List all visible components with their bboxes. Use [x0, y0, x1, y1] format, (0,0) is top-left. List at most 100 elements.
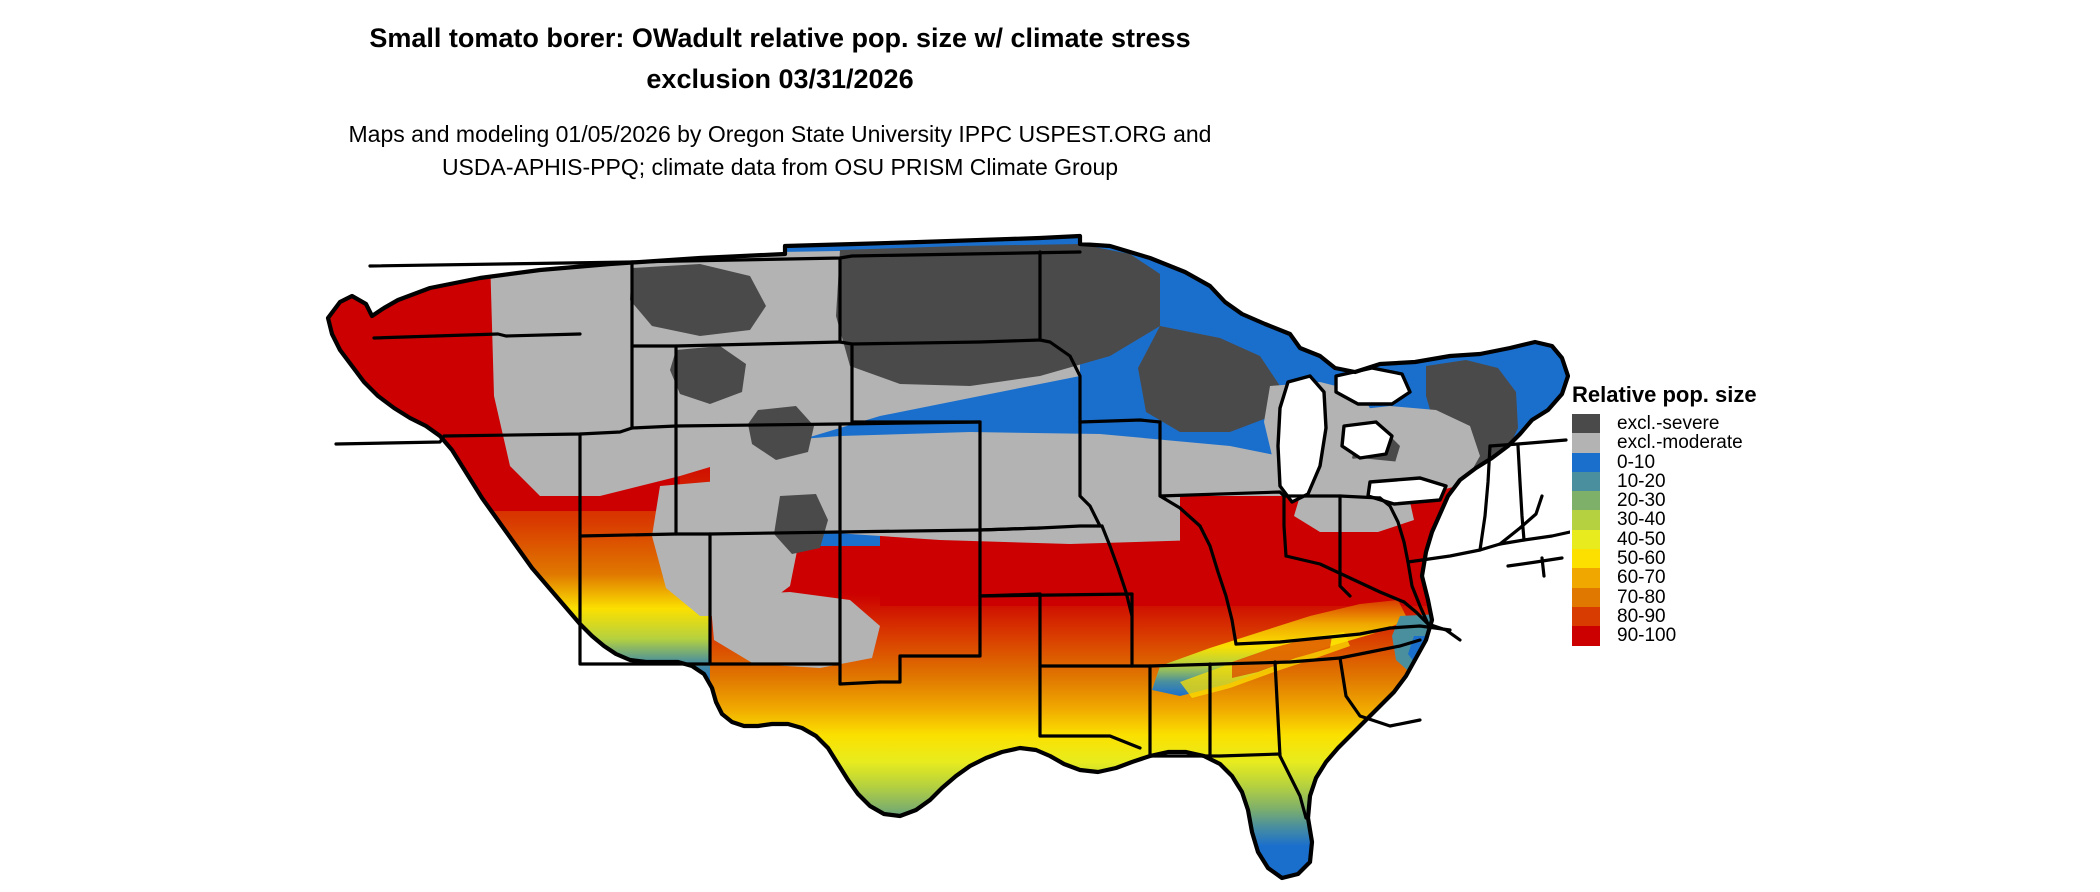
legend-swatch: [1572, 510, 1600, 530]
legend-swatch: [1572, 414, 1600, 434]
legend-label: 50-60: [1617, 548, 1666, 570]
raster-excl-severe-ut-mtn: [774, 494, 828, 554]
border-ct-ri: [1540, 556, 1546, 578]
lake-erie-ontario: [1368, 478, 1446, 504]
raster-appalachian-hot: [1232, 636, 1332, 678]
border-ky-oh: [1284, 554, 1406, 604]
legend-swatch: [1572, 568, 1600, 588]
legend-label: 10-20: [1617, 470, 1666, 492]
raster-excl-moderate-co: [710, 592, 880, 668]
raster-excl-moderate-ut: [652, 480, 800, 616]
legend-item: 90-100: [1572, 625, 1892, 647]
border-ga-fl: [1278, 754, 1308, 820]
border-wa-ca-top: [368, 260, 634, 268]
raster-southwest-red-core: [538, 706, 652, 764]
lake-erie-ontario-outline: [1366, 476, 1448, 506]
border-ok-tx: [878, 594, 982, 684]
page-subtitle: Maps and modeling 01/05/2026 by Oregon S…: [0, 118, 1560, 184]
legend-swatch: [1572, 606, 1600, 627]
border-ma-ct-ri: [1506, 556, 1564, 568]
legend-item: 40-50: [1572, 529, 1892, 550]
border-wa-or: [372, 332, 582, 340]
legend-label: excl.-moderate: [1617, 432, 1743, 454]
border-ny-ma: [1498, 538, 1526, 546]
conus-outline: [325, 233, 1570, 881]
border-in-oh-w: [1282, 494, 1288, 558]
legend-swatch: [1572, 587, 1600, 607]
state-borders: [334, 250, 1570, 820]
border-mn-east: [1038, 250, 1082, 424]
border-vt-nh-ca: [1488, 438, 1568, 448]
raster-excl-severe-id: [670, 346, 746, 404]
border-canada: [630, 250, 1082, 264]
border-pa-ny: [1406, 542, 1502, 564]
subtitle-line-1: Maps and modeling 01/05/2026 by Oregon S…: [348, 121, 1212, 147]
border-md-va: [1426, 622, 1462, 642]
raster-nm-yellow: [610, 692, 710, 764]
legend-swatch: [1572, 491, 1600, 511]
legend-label: 90-100: [1617, 625, 1677, 647]
legend-item: excl.-severe: [1572, 414, 1892, 433]
legend-swatch: [1572, 529, 1600, 550]
border-wv-md: [1402, 600, 1430, 626]
page-title: Small tomato borer: OWadult relative pop…: [0, 18, 1560, 100]
border-ms-al-south: [1148, 664, 1282, 758]
border-in-oh: [1338, 494, 1352, 598]
legend-item: 30-40: [1572, 509, 1892, 531]
legend-item: 70-80: [1572, 587, 1892, 607]
border-nd-sd: [850, 338, 1042, 346]
border-mt-wy-sd: [630, 340, 842, 348]
lake-superior-outline: [1334, 366, 1412, 406]
raster-excl-moderate-plains: [710, 432, 1320, 544]
border-mn-ia-wi: [1078, 418, 1162, 424]
border-la-south: [1038, 664, 1142, 750]
border-il-wi-north: [1158, 490, 1286, 498]
border-sc-ga: [1338, 656, 1422, 728]
border-tn-nc: [1338, 638, 1422, 660]
legend-item: 10-20: [1572, 472, 1892, 491]
lake-michigan-outline: [1276, 374, 1328, 504]
raster-coast-range-yellow: [328, 492, 528, 830]
border-al-ga: [1273, 660, 1282, 758]
legend-item: excl.-moderate: [1572, 432, 1892, 454]
border-nm-south: [748, 662, 882, 686]
raster-excl-severe-wy: [748, 406, 814, 460]
legend-swatch: [1572, 433, 1600, 453]
legend-label: 80-90: [1617, 605, 1666, 627]
lake-huron: [1342, 422, 1392, 458]
lake-superior: [1336, 368, 1410, 404]
border-vt-nh: [1516, 444, 1526, 542]
raster-southwest-hot: [512, 688, 692, 796]
lake-michigan: [1278, 376, 1326, 502]
legend-label: 0-10: [1617, 451, 1656, 473]
legend-swatch: [1572, 471, 1600, 492]
legend-rows: excl.-severe excl.-moderate 0-10 10-20 20-30…: [1572, 414, 1892, 646]
border-ma-north: [1522, 530, 1570, 542]
legend-item: 50-60: [1572, 549, 1892, 568]
border-wi-il: [1158, 420, 1202, 528]
legend-title: Relative pop. size: [1572, 382, 1757, 407]
raster-excl-severe-mt: [630, 264, 766, 336]
title-line-2: exclusion 03/31/2026: [646, 64, 914, 94]
raster-layer: [328, 236, 1568, 878]
raster-excl-severe-dakotas-mn: [836, 244, 1160, 386]
legend-label: excl.-severe: [1617, 413, 1720, 434]
border-ok-mo-ar: [978, 592, 1134, 598]
legend-item: 20-30: [1572, 491, 1892, 510]
legend-label: 60-70: [1617, 567, 1666, 589]
border-ut-az: [674, 424, 712, 536]
border-ia-mo: [978, 524, 1104, 532]
subtitle-line-2: USDA-APHIS-PPQ; climate data from OSU PR…: [441, 154, 1119, 180]
border-ny-vt: [1498, 494, 1544, 546]
border-pa-nj: [1406, 560, 1430, 626]
legend-item: 0-10: [1572, 451, 1892, 473]
legend-swatch: [1572, 549, 1600, 569]
border-ky-tn: [1234, 626, 1392, 646]
legend-label: 30-40: [1617, 509, 1666, 531]
great-lakes-outline: [1276, 366, 1448, 506]
map-svg: [325, 233, 1570, 881]
legend-swatch: [1572, 452, 1600, 472]
border-ia-west: [1078, 420, 1102, 528]
raster-coast-range-red: [332, 496, 516, 816]
